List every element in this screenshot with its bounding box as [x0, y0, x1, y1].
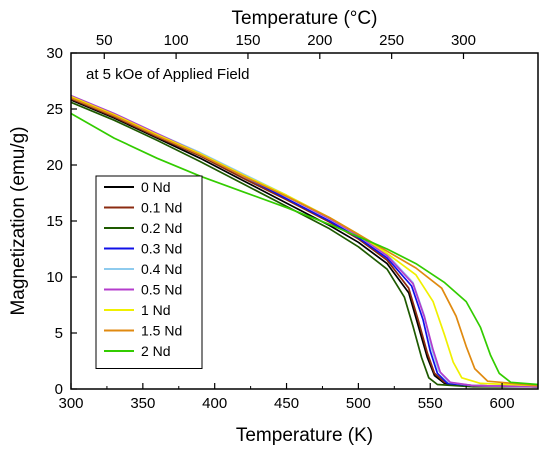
x-tick-label-3: 450	[274, 395, 299, 412]
x-tick-label-4: 500	[346, 395, 371, 412]
legend-items: 0 Nd 0.1 Nd 0.2 Nd 0.3 Nd 0.4 Nd 0.5 Nd 1 Nd 1.…	[104, 179, 182, 359]
legend-label-7: 1.5 Nd	[141, 323, 182, 339]
y-tick-label-6: 30	[46, 45, 63, 62]
legend-label-8: 2 Nd	[141, 343, 171, 359]
legend-label-4: 0.4 Nd	[141, 261, 182, 277]
series-layer	[70, 94, 539, 388]
legend-label-0: 0 Nd	[141, 179, 171, 195]
x-tick-label-6: 600	[490, 395, 515, 412]
x-tick-label-1: 350	[130, 395, 155, 412]
x-tick-label-0: 300	[58, 395, 83, 412]
legend-label-3: 0.3 Nd	[141, 241, 182, 257]
field-annotation: at 5 kOe of Applied Field	[86, 66, 249, 83]
top-tick-label-1: 100	[164, 32, 189, 49]
y-tick-label-1: 5	[55, 325, 63, 342]
x-tick-label-5: 550	[418, 395, 443, 412]
x-tick-label-2: 400	[202, 395, 227, 412]
top-axis-title: Temperature (°C)	[232, 8, 378, 29]
y-tick-label-4: 20	[46, 157, 63, 174]
series-line-0	[70, 99, 539, 388]
ticks-layer: 300 350 400 450 500 550 600 0 5 10 15 20 25 30 50 100 15…	[46, 32, 515, 412]
series-line-8	[70, 112, 539, 386]
x-axis-title: Temperature (K)	[236, 425, 373, 446]
legend: 0 Nd 0.1 Nd 0.2 Nd 0.3 Nd 0.4 Nd 0.5 Nd 1 Nd 1.…	[95, 175, 203, 369]
y-tick-label-0: 0	[55, 381, 63, 398]
y-axis-title: Magnetization (emu/g)	[8, 126, 29, 315]
series-line-1	[70, 98, 539, 388]
legend-label-2: 0.2 Nd	[141, 220, 182, 236]
series-line-6	[70, 95, 539, 387]
legend-label-6: 1 Nd	[141, 302, 171, 318]
legend-label-5: 0.5 Nd	[141, 282, 182, 298]
top-tick-label-2: 150	[235, 32, 260, 49]
series-line-2	[70, 101, 538, 388]
y-tick-label-5: 25	[46, 101, 63, 118]
top-tick-label-3: 200	[307, 32, 332, 49]
top-tick-label-5: 300	[451, 32, 476, 49]
legend-label-1: 0.1 Nd	[141, 200, 182, 216]
y-tick-label-3: 15	[46, 213, 63, 230]
top-tick-label-4: 250	[379, 32, 404, 49]
top-tick-label-0: 50	[96, 32, 113, 49]
y-tick-label-2: 10	[46, 269, 63, 286]
